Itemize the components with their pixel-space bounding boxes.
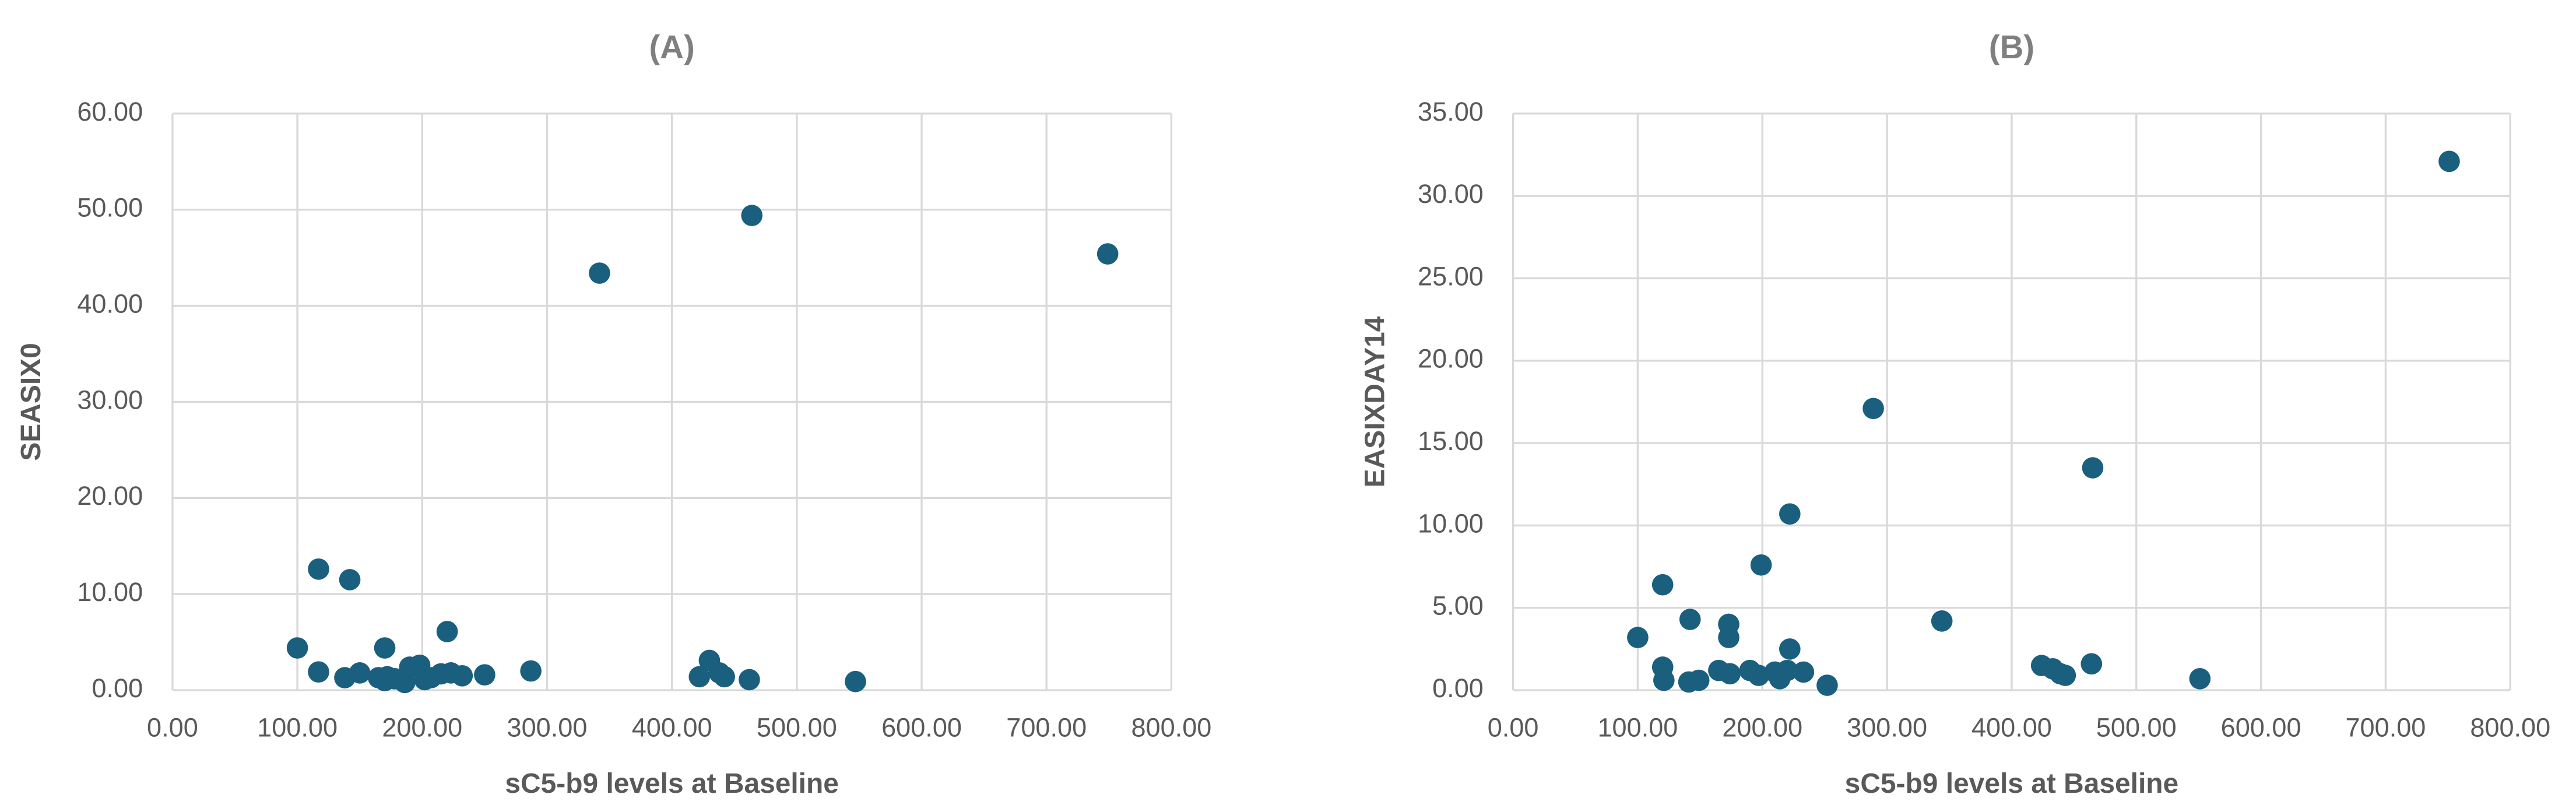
point <box>1793 661 1815 683</box>
x-tick-label: 800.00 <box>1131 713 1211 743</box>
x-tick-label: 800.00 <box>2470 713 2550 743</box>
point <box>1750 554 1772 576</box>
y-tick-label: 10.00 <box>1418 508 1484 538</box>
point <box>286 637 308 659</box>
x-tick-label: 600.00 <box>881 713 962 743</box>
x-tick-label: 100.00 <box>257 713 338 743</box>
x-tick-label: 700.00 <box>2345 713 2426 743</box>
x-tick-label: 300.00 <box>507 713 588 743</box>
point <box>2189 667 2211 690</box>
point <box>2054 665 2076 686</box>
y-axis-title: SEASIX0 <box>16 343 47 461</box>
point <box>349 662 371 684</box>
point <box>308 558 329 580</box>
point <box>1931 610 1953 632</box>
point <box>1651 574 1674 596</box>
point <box>1816 674 1838 696</box>
point <box>1097 243 1119 265</box>
y-tick-label: 40.00 <box>77 289 143 318</box>
y-tick-label: 50.00 <box>77 193 143 223</box>
y-tick-label: 60.00 <box>77 97 143 126</box>
y-axis-title: EASIXDAY14 <box>1359 316 1390 487</box>
point <box>1776 659 1798 681</box>
point <box>688 666 711 688</box>
y-tick-label: 35.00 <box>1418 97 1484 126</box>
point <box>436 621 458 642</box>
y-tick-label: 10.00 <box>77 577 143 607</box>
chart-title: (B) <box>1989 29 2034 65</box>
point <box>1779 503 1801 525</box>
point <box>339 569 361 590</box>
x-tick-label: 0.00 <box>147 713 198 743</box>
point <box>1653 669 1675 691</box>
point <box>845 670 866 693</box>
x-tick-label: 700.00 <box>1006 713 1087 743</box>
x-tick-label: 400.00 <box>1971 713 2052 743</box>
y-tick-label: 20.00 <box>1418 344 1484 374</box>
point <box>589 262 610 284</box>
point <box>2438 150 2460 173</box>
y-tick-label: 5.00 <box>1432 591 1484 621</box>
x-tick-label: 300.00 <box>1847 713 1927 743</box>
y-tick-label: 30.00 <box>1418 179 1484 209</box>
x-tick-label: 200.00 <box>1722 713 1802 743</box>
y-tick-label: 30.00 <box>77 385 143 414</box>
y-tick-label: 20.00 <box>77 481 143 511</box>
point <box>1627 627 1649 648</box>
point <box>374 637 396 659</box>
point <box>474 664 495 686</box>
x-axis-title: sC5-b9 levels at Baseline <box>505 768 839 799</box>
point <box>741 205 763 226</box>
point <box>1719 663 1741 685</box>
point <box>714 666 735 688</box>
point <box>2082 457 2104 479</box>
point <box>1862 398 1884 420</box>
point <box>451 665 473 687</box>
x-tick-label: 600.00 <box>2221 713 2301 743</box>
y-tick-label: 0.00 <box>1432 673 1484 703</box>
x-tick-label: 200.00 <box>382 713 462 743</box>
x-tick-label: 100.00 <box>1597 713 1678 743</box>
point <box>520 660 542 682</box>
y-tick-label: 0.00 <box>92 673 143 703</box>
x-axis-title: sC5-b9 levels at Baseline <box>1845 768 2179 799</box>
chart-title: (A) <box>649 29 695 65</box>
point <box>1679 609 1701 630</box>
y-tick-label: 25.00 <box>1418 261 1484 291</box>
point <box>2081 653 2103 675</box>
point <box>1688 669 1710 691</box>
point <box>1718 627 1739 648</box>
y-tick-label: 15.00 <box>1418 426 1484 456</box>
x-tick-label: 400.00 <box>632 713 712 743</box>
x-tick-label: 500.00 <box>2096 713 2177 743</box>
x-tick-label: 0.00 <box>1488 713 1539 743</box>
point <box>1748 665 1770 686</box>
point <box>739 669 760 691</box>
x-tick-label: 500.00 <box>757 713 837 743</box>
point <box>308 661 329 683</box>
point <box>1779 638 1801 660</box>
